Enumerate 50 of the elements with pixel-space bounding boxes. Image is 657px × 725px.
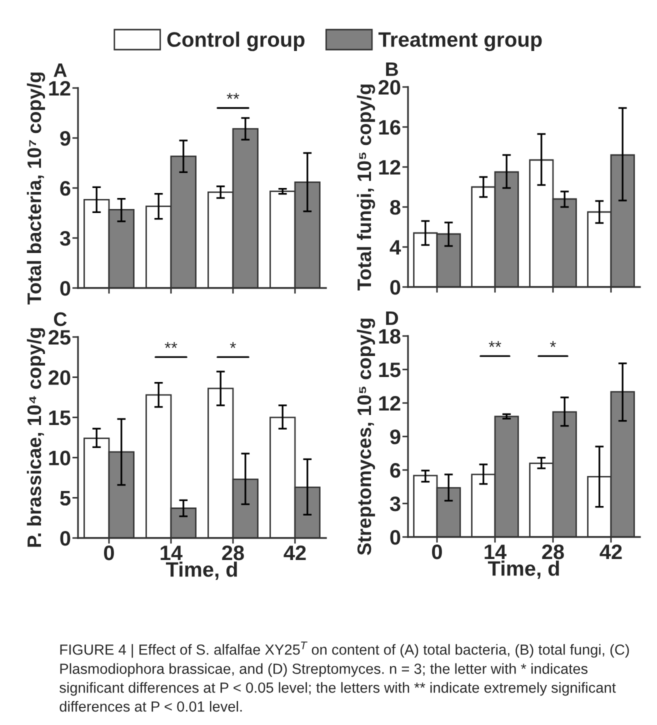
y-tick-label: 5 bbox=[60, 491, 70, 506]
y-tick-label: 15 bbox=[379, 362, 400, 378]
y-tick-label: 15 bbox=[49, 410, 70, 426]
chart-title: A bbox=[54, 64, 67, 77]
y-tick-label: 9 bbox=[60, 131, 70, 146]
chart-title: B bbox=[386, 62, 398, 76]
x-axis-title: Time, d bbox=[166, 562, 237, 580]
legend-label: Treatment group bbox=[378, 32, 542, 52]
y-tick-label: 0 bbox=[390, 280, 400, 295]
y-tick-label: 25 bbox=[48, 330, 70, 345]
x-tick-label: 28 bbox=[222, 545, 244, 560]
x-tick-label: 28 bbox=[542, 544, 564, 560]
x-tick-label: 0 bbox=[432, 544, 442, 560]
y-tick-label: 18 bbox=[379, 329, 400, 344]
y-tick-label: 6 bbox=[60, 181, 70, 196]
caption: FIGURE 4 | Effect of S. alfalfae XY25$^{T}$ on content of (A) total bacteria, (B) total fungi, (C) Plasmodiophora brassicae, and (D) Streptomyces. n = 3; the letter with * indicates significant differences at P < 0.05 level; the letters with ** indicate extremely significant differences at P < 0.01 level. bbox=[60, 642, 629, 712]
x-tick-label: 42 bbox=[600, 544, 622, 560]
y-tick-label: 12 bbox=[379, 160, 400, 175]
y-axis-title: Total fungi, 10⁵ copy/g bbox=[356, 84, 376, 291]
x-axis-title: Time, d bbox=[488, 560, 559, 579]
y-tick-label: 20 bbox=[48, 370, 70, 385]
chart-title: C bbox=[54, 312, 67, 326]
chart-title: D bbox=[386, 312, 398, 325]
y-tick-label: 12 bbox=[49, 81, 70, 96]
y-tick-label: 0 bbox=[60, 531, 70, 546]
y-tick-label: 9 bbox=[390, 430, 400, 444]
annotation: ** bbox=[226, 93, 240, 99]
y-tick-label: 3 bbox=[60, 231, 70, 246]
y-tick-label: 0 bbox=[390, 530, 400, 545]
x-tick-label: 14 bbox=[484, 544, 506, 560]
annotation: ** bbox=[488, 341, 502, 348]
legend-label: Control group bbox=[167, 32, 304, 52]
y-axis-title: P. brassicae, 10⁴ copy/g bbox=[26, 328, 46, 547]
y-tick-label: 0 bbox=[60, 281, 70, 296]
x-tick-label: 42 bbox=[284, 545, 306, 560]
y-axis-title: Total bacteria, 10⁷ copy/g bbox=[26, 72, 46, 305]
y-tick-label: 20 bbox=[378, 80, 400, 95]
x-tick-label: 14 bbox=[160, 546, 182, 560]
annotation: * bbox=[550, 341, 556, 348]
y-tick-label: 6 bbox=[390, 463, 400, 478]
y-tick-label: 3 bbox=[390, 496, 400, 512]
y-tick-label: 4 bbox=[390, 240, 401, 255]
y-tick-label: 8 bbox=[390, 200, 400, 215]
annotation: * bbox=[230, 342, 236, 348]
y-axis-title: Streptomyces, 10⁵ copy/g bbox=[356, 318, 376, 556]
y-tick-label: 16 bbox=[379, 120, 400, 135]
x-tick-label: 0 bbox=[104, 545, 114, 560]
y-tick-label: 10 bbox=[49, 450, 70, 466]
y-tick-label: 12 bbox=[379, 396, 400, 411]
annotation: ** bbox=[164, 342, 178, 348]
